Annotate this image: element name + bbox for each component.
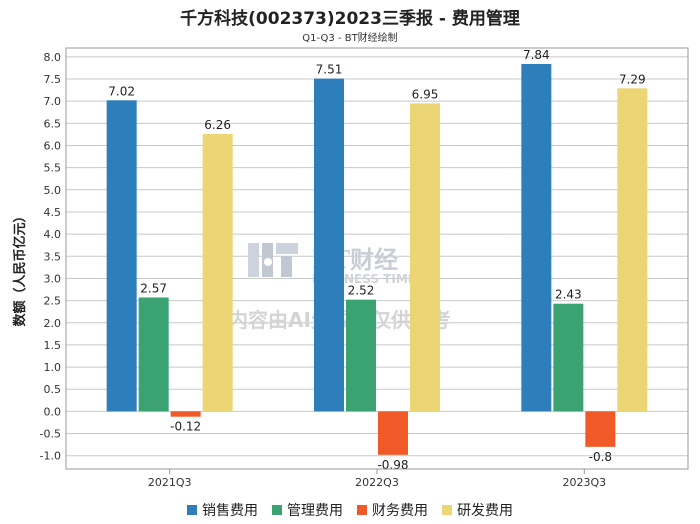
legend-swatch xyxy=(357,505,367,515)
legend-swatch xyxy=(187,505,197,515)
chart-subtitle: Q1-Q3 - BT财经绘制 xyxy=(302,33,398,44)
y-tick-label: 4.0 xyxy=(44,228,62,241)
y-tick-label: 4.5 xyxy=(44,206,62,219)
legend-label: 财务费用 xyxy=(372,503,428,519)
legend-swatch xyxy=(442,505,452,515)
y-tick-label: 2.5 xyxy=(44,295,62,308)
y-tick-label: 3.5 xyxy=(44,250,62,263)
y-axis-title: 数额（人民币亿元） xyxy=(12,209,28,326)
legend-label: 研发费用 xyxy=(457,503,513,519)
y-tick-label: 5.5 xyxy=(44,162,62,175)
data-label: 6.26 xyxy=(204,118,231,132)
bar xyxy=(521,63,552,412)
y-tick-label: 6.0 xyxy=(44,139,62,152)
y-tick-label: 7.5 xyxy=(44,73,62,86)
legend-item: 销售费用 xyxy=(187,500,258,520)
y-tick-label: 2.0 xyxy=(44,317,62,330)
x-tick-label: 2022Q3 xyxy=(355,476,399,489)
legend-swatch xyxy=(272,505,282,515)
data-label: -0.98 xyxy=(377,458,408,472)
data-label: 7.02 xyxy=(108,84,135,98)
chart-title: 千方科技(002373)2023三季报 - 费用管理 xyxy=(180,9,520,29)
data-label: 7.84 xyxy=(523,48,550,62)
axes: -1.0 -0.5 0.0 0.5 1.0 1.5 2.0 2.5 3.0 3.5 4.0 4.5 5.… xyxy=(40,47,689,489)
data-label: -0.8 xyxy=(589,450,612,464)
legend-label: 管理费用 xyxy=(287,503,343,519)
bar xyxy=(585,411,616,447)
y-tick-label: 7.0 xyxy=(44,95,62,108)
data-label: 2.57 xyxy=(140,281,167,295)
y-tick-label: 0.5 xyxy=(44,383,62,396)
grid-lines xyxy=(66,56,688,457)
data-label: 2.43 xyxy=(555,288,582,302)
y-tick-label: 5.0 xyxy=(44,184,62,197)
y-tick-label: -0.5 xyxy=(40,428,61,441)
legend-item: 管理费用 xyxy=(272,500,343,520)
bars xyxy=(106,63,648,455)
data-label: 2.52 xyxy=(348,284,375,298)
y-tick-label: -1.0 xyxy=(40,450,61,463)
data-labels: 7.02 2.57 -0.12 6.26 7.51 2.52 -0.98 6.95 7.84 2.… xyxy=(108,48,645,472)
data-label: 7.29 xyxy=(619,72,646,86)
bt-logo-icon xyxy=(248,243,298,277)
bar xyxy=(170,411,201,417)
x-tick-label: 2021Q3 xyxy=(148,476,192,489)
y-tick-label: 8.0 xyxy=(44,51,62,64)
bar xyxy=(617,88,648,412)
data-label: -0.12 xyxy=(170,420,201,434)
y-tick-label: 1.5 xyxy=(44,339,62,352)
legend-label: 销售费用 xyxy=(202,503,258,519)
data-label: 6.95 xyxy=(412,87,439,101)
y-tick-label: 3.0 xyxy=(44,272,62,285)
bar xyxy=(346,299,376,412)
bar xyxy=(106,100,137,412)
bar xyxy=(202,133,233,412)
legend-item: 财务费用 xyxy=(357,500,428,520)
y-tick-label: 6.5 xyxy=(44,117,62,130)
legend: 销售费用 管理费用 财务费用 研发费用 xyxy=(0,500,700,520)
bar xyxy=(314,78,344,412)
y-tick-label: 1.0 xyxy=(44,361,62,374)
data-label: 7.51 xyxy=(316,63,343,77)
bar-chart: BT财经 BUSINESS TIMES 内容由AI生成，仅供参考 7.022.5… xyxy=(12,47,689,489)
bar xyxy=(410,103,440,412)
x-tick-label: 2023Q3 xyxy=(563,476,607,489)
y-tick-label: 0.0 xyxy=(44,405,62,418)
bar xyxy=(553,303,584,412)
bar xyxy=(138,297,169,412)
bar xyxy=(378,411,408,455)
legend-item: 研发费用 xyxy=(442,500,513,520)
